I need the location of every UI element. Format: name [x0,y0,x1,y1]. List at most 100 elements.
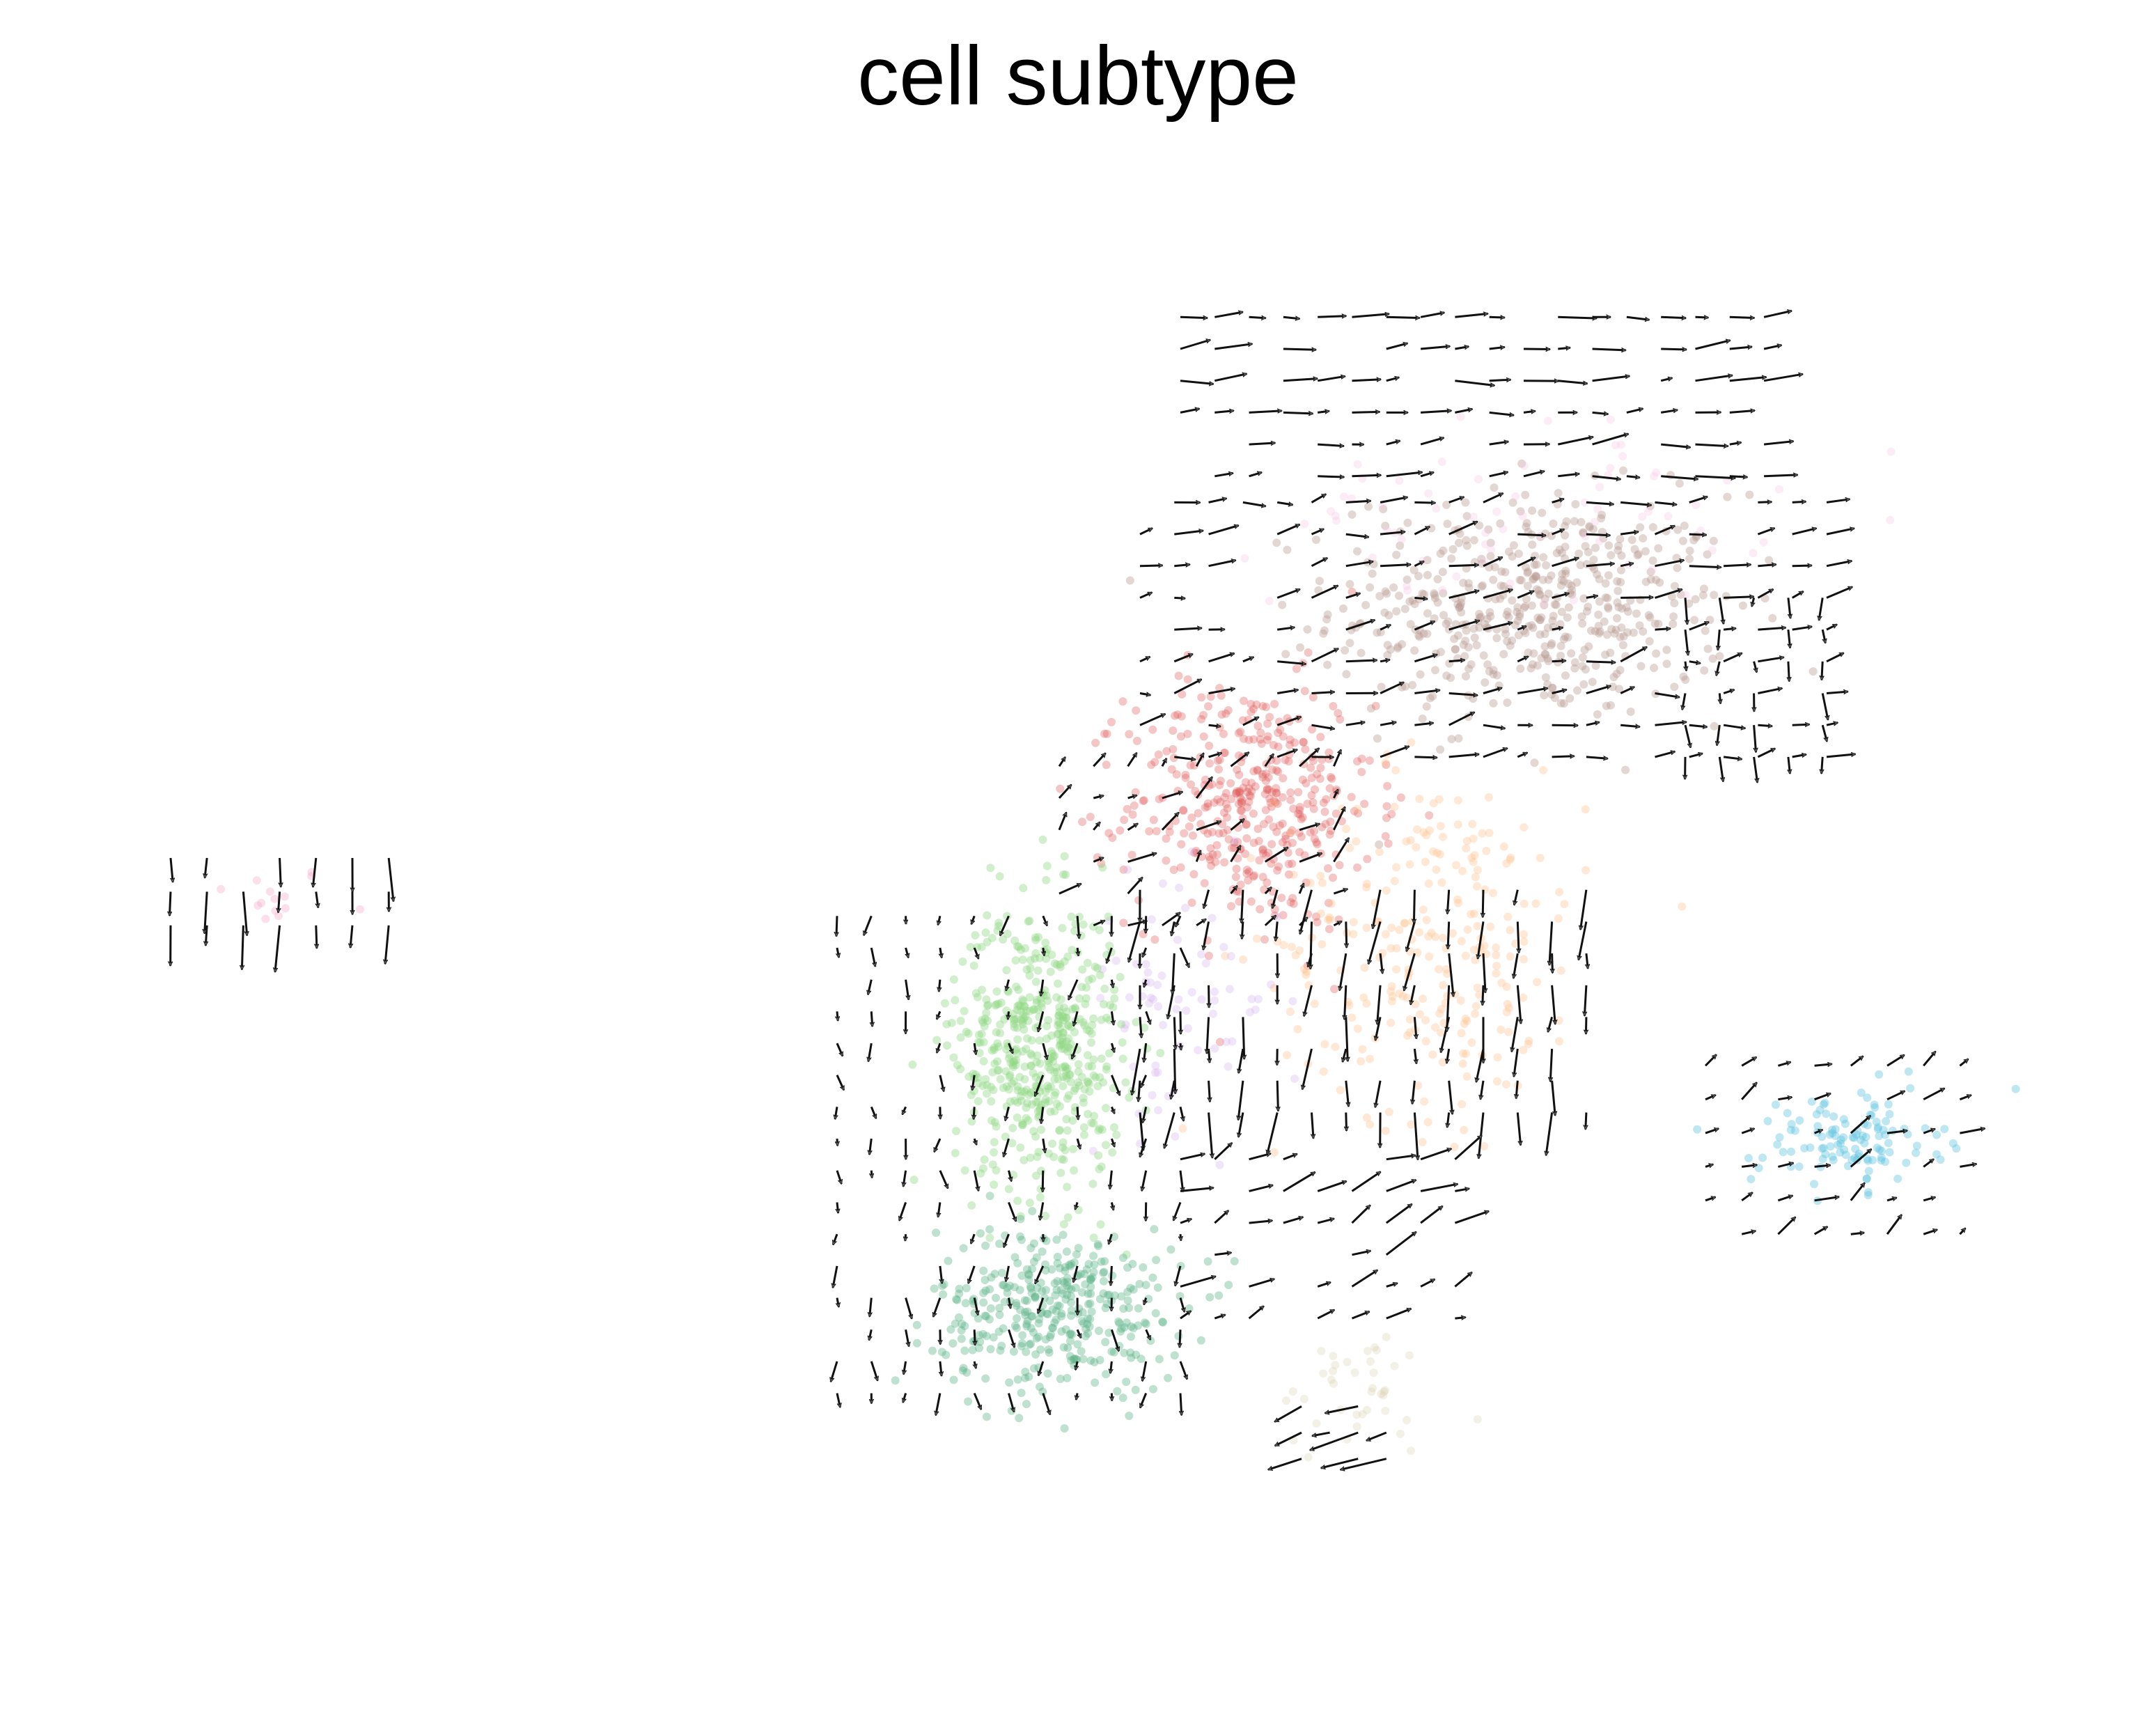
cell-point-red [1242,820,1251,829]
cell-point-teal-green [1095,1356,1104,1364]
cell-point-light-green [1046,1107,1055,1116]
cell-point-orange [1468,820,1477,829]
cell-point-brown [1491,595,1500,604]
velocity-arrow-top-band [1626,315,1650,320]
velocity-arrow-green-left [899,1202,907,1221]
cell-point-light-green [1059,870,1068,879]
cell-point-light-green [974,1073,982,1082]
cell-point-brown [1581,665,1590,674]
cell-point-light-green [1041,1095,1050,1104]
cell-point-red [1274,742,1283,751]
cell-point-brown [1541,673,1550,682]
cell-point-red [1272,789,1281,797]
cell-point-orange [1403,1031,1412,1040]
cell-point-lavender [1088,1146,1097,1155]
cell-point-teal-green [1015,1286,1024,1295]
cell-point-orange [1456,996,1465,1005]
velocity-arrow-mid-down [1203,889,1210,909]
cell-point-red [1290,738,1299,747]
cell-point-cyan [1877,1153,1886,1162]
cell-point-lavender [1148,1091,1157,1100]
cell-point-teal-green [1045,1333,1054,1341]
velocity-arrow-right-edge [1682,693,1687,710]
cell-point-light-green [1097,1054,1106,1063]
cell-point-beige [1363,1405,1371,1414]
cell-point-teal-green [1089,1267,1098,1277]
velocity-arrow-upper-mass [1208,499,1227,504]
cell-point-teal-green [952,1295,961,1304]
cell-point-cyan [1864,1188,1873,1197]
cell-point-red [1286,829,1295,838]
velocity-arrow-cyan-island [1814,1064,1832,1066]
cell-point-red [1220,793,1229,802]
cell-point-teal-green [995,1311,1004,1319]
cell-point-brown [1472,641,1481,650]
cell-point-light-green [999,935,1008,944]
cell-point-brown [1428,692,1437,701]
cell-point-pink [274,912,283,921]
cell-point-brown [1634,549,1643,559]
cell-point-teal-green [1100,1267,1109,1277]
cell-point-light-green [973,992,982,1001]
cell-point-light-green [990,1118,999,1127]
cell-point-brown [1662,646,1671,655]
cell-point-red [1221,709,1231,718]
velocity-arrow-upper-mass [1311,528,1325,536]
cell-point-cyan [1872,1117,1881,1126]
velocity-arrow-green-left [1077,1107,1078,1119]
cell-point-red [1302,779,1311,788]
cell-point-orange [1407,738,1416,747]
cell-point-cyan [1813,1122,1822,1131]
cell-point-cyan [1875,1070,1884,1079]
cell-point-brown [1409,565,1419,575]
cell-point-red [1295,848,1304,857]
cell-point-light-green [1005,1072,1014,1082]
velocity-arrow-lower-mid [1386,1309,1412,1320]
velocity-arrow-green-left [933,1297,942,1317]
cell-point-orange [1362,923,1371,932]
cell-point-teal-green [1117,1292,1126,1301]
cell-point-lavender [1151,1061,1160,1070]
cell-point-light-green [1084,1109,1093,1118]
velocity-arrow-upper-mass [1826,652,1844,663]
cell-point-orange [1402,837,1411,846]
cell-point-teal-green [930,1284,939,1293]
cell-point-brown [1607,625,1616,634]
cell-point-light-green [1033,1051,1042,1060]
cell-point-light-green [1043,1082,1052,1091]
cell-point-brown [1438,568,1447,577]
cell-point-teal-green [1065,1330,1075,1339]
cell-point-light-green [987,1097,996,1106]
velocity-arrow-top-band [1695,341,1731,350]
cell-point-teal-green [1123,1296,1132,1305]
cell-point-teal-green [1021,1311,1030,1320]
cell-point-light-green [1062,1037,1071,1046]
cell-point-teal-green [1081,1325,1091,1334]
cell-point-red [1123,804,1132,813]
cell-point-light-pink [1340,492,1348,501]
cell-point-orange [1471,873,1480,882]
cell-point-red [1249,809,1258,818]
cell-point-light-green [994,1042,1003,1051]
velocity-arrow-upper-mass [1552,725,1578,726]
cell-point-brown [1410,646,1419,655]
cell-point-red [1256,905,1265,914]
velocity-arrow-cyan-island [1741,1056,1756,1067]
cell-point-brown [1641,577,1650,586]
cell-point-brown [1614,546,1623,555]
cell-point-teal-green [928,1346,937,1355]
velocity-arrow-green-left [973,1393,983,1410]
cell-point-red [1118,697,1127,706]
cell-point-light-green [1050,959,1059,968]
cell-point-light-pink [1886,447,1896,456]
velocity-arrow-green-left [1042,1043,1047,1059]
velocity-arrow-top-band [1249,443,1276,444]
cell-point-brown [1377,682,1386,692]
velocity-arrow-red-core [1298,883,1305,894]
cell-point-teal-green [1123,1288,1132,1297]
cell-point-red [1208,827,1217,836]
cell-point-teal-green [1017,1235,1026,1244]
velocity-arrow-lower-mid [1317,1181,1346,1192]
cell-point-light-green [987,933,997,942]
cell-point-light-green [990,1138,999,1147]
